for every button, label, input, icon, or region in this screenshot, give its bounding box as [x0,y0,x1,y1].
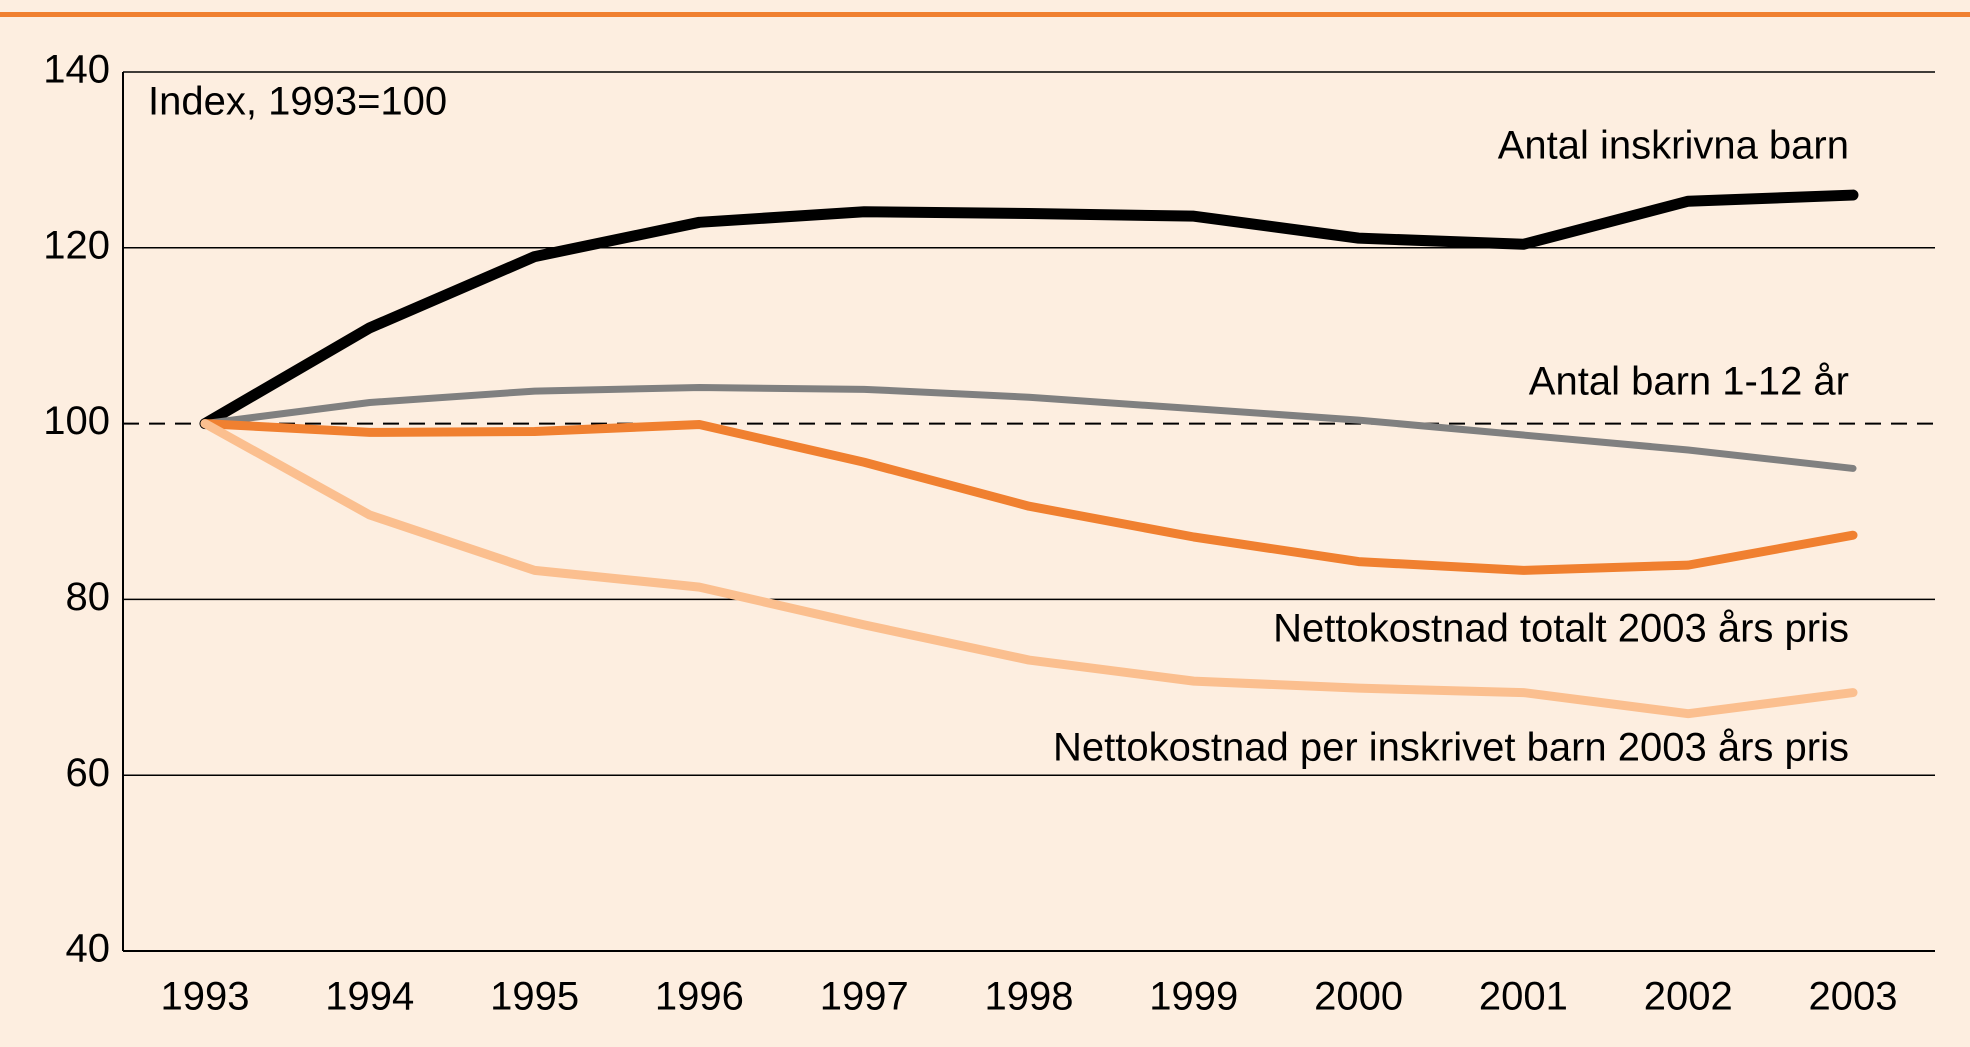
y-tick-label: 80 [66,575,111,619]
y-axis-label: Index, 1993=100 [148,80,447,124]
x-tick-label: 1996 [655,975,744,1019]
x-tick-label: 1994 [325,975,414,1019]
x-tick-label: 1995 [490,975,579,1019]
y-tick-label: 40 [66,927,111,971]
x-tick-label: 1993 [161,975,250,1019]
y-tick-label: 120 [43,223,110,267]
y-tick-label: 100 [43,399,110,443]
series-label: Nettokostnad totalt 2003 års pris [1273,607,1849,651]
x-tick-label: 1998 [985,975,1074,1019]
series-label: Nettokostnad per inskrivet barn 2003 års… [1053,726,1849,770]
x-tick-label: 1999 [1149,975,1238,1019]
y-tick-label: 60 [66,751,111,795]
series-line [199,189,1859,430]
top-rule [0,12,1970,17]
x-tick-label: 2000 [1314,975,1403,1019]
x-tick-label: 2002 [1644,975,1733,1019]
series-line [200,419,1858,575]
series-line [201,384,1857,472]
y-tick-label: 140 [43,48,110,92]
x-tick-label: 1997 [820,975,909,1019]
series-label: Antal barn 1-12 år [1529,360,1849,404]
series-line [200,419,1858,719]
x-tick-label: 2001 [1479,975,1568,1019]
series-label: Antal inskrivna barn [1498,124,1849,168]
x-tick-label: 2003 [1809,975,1898,1019]
